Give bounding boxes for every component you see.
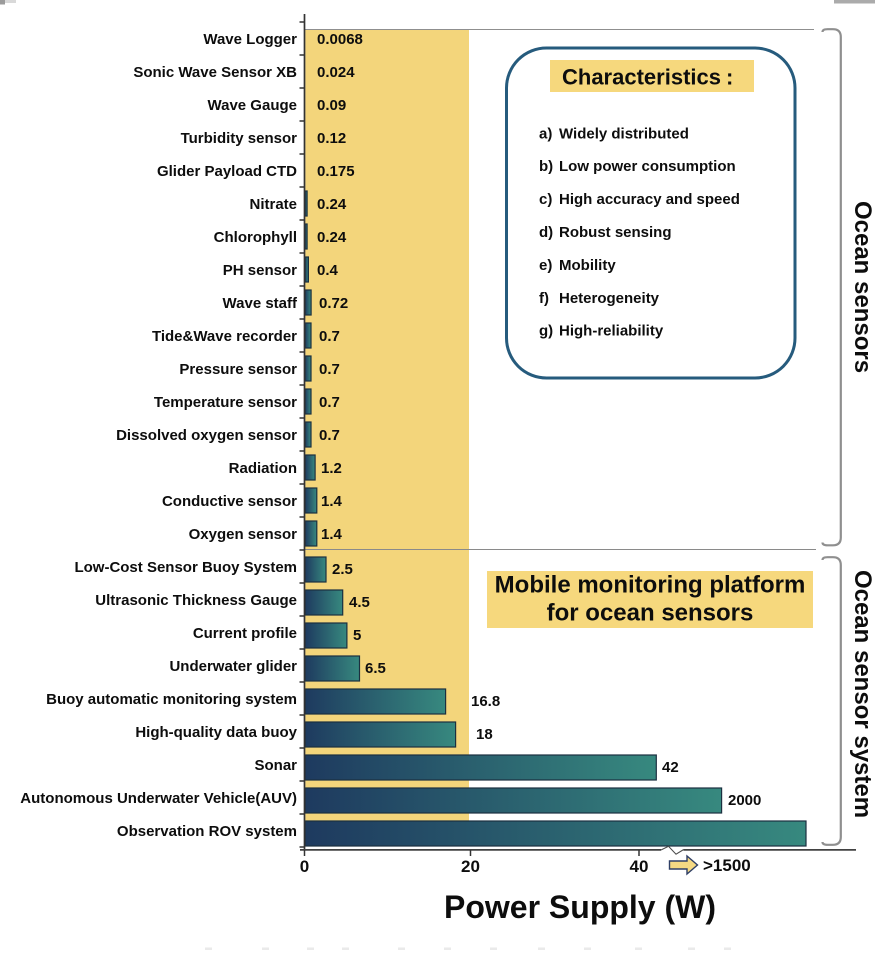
svg-text:0.24: 0.24 [317, 229, 347, 246]
svg-text:1.2: 1.2 [321, 460, 342, 477]
svg-text:c): c) [539, 191, 552, 208]
svg-text:0.7: 0.7 [319, 427, 340, 444]
svg-text:0.7: 0.7 [319, 328, 340, 345]
svg-text:Ocean sensors: Ocean sensors [849, 201, 876, 373]
svg-text:Wave Gauge: Wave Gauge [208, 97, 297, 114]
svg-text:Low-Cost Sensor Buoy System: Low-Cost Sensor Buoy System [74, 559, 297, 576]
svg-text:Power Supply (W): Power Supply (W) [444, 889, 716, 925]
svg-text:Buoy automatic monitoring syst: Buoy automatic monitoring system [46, 691, 297, 708]
svg-text:2.5: 2.5 [332, 561, 353, 578]
svg-text:PH sensor: PH sensor [223, 262, 297, 279]
svg-text:High-quality data buoy: High-quality data buoy [135, 724, 297, 741]
svg-text:6.5: 6.5 [365, 660, 386, 677]
svg-text:f): f) [539, 290, 549, 307]
svg-text:0: 0 [300, 857, 309, 876]
svg-text:0.4: 0.4 [317, 262, 339, 279]
svg-text:1.4: 1.4 [321, 493, 343, 510]
svg-text:Current profile: Current profile [193, 625, 297, 642]
svg-text:42: 42 [662, 759, 679, 776]
svg-text:b): b) [539, 158, 553, 175]
svg-text:Tide&Wave recorder: Tide&Wave recorder [152, 328, 297, 345]
svg-text:e): e) [539, 257, 552, 274]
svg-text:0.24: 0.24 [317, 196, 347, 213]
svg-text:Observation ROV system: Observation ROV system [117, 823, 297, 840]
svg-text:0.175: 0.175 [317, 163, 355, 180]
svg-text:Wave staff: Wave staff [223, 295, 298, 312]
svg-text:0.7: 0.7 [319, 394, 340, 411]
svg-text:0.09: 0.09 [317, 97, 346, 114]
svg-text:Ultrasonic Thickness Gauge: Ultrasonic Thickness Gauge [95, 592, 297, 609]
svg-text:2000: 2000 [728, 792, 761, 809]
svg-text:Ocean sensor system: Ocean sensor system [849, 570, 876, 818]
svg-text:Nitrate: Nitrate [249, 196, 297, 213]
svg-text:Autonomous Underwater Vehicle(: Autonomous Underwater Vehicle(AUV) [20, 790, 297, 807]
svg-text:1.4: 1.4 [321, 526, 343, 543]
svg-text:High-reliability: High-reliability [559, 323, 664, 340]
svg-text:Oxygen sensor: Oxygen sensor [189, 526, 298, 543]
svg-text:Robust sensing: Robust sensing [559, 224, 672, 241]
svg-text:Conductive sensor: Conductive sensor [162, 493, 297, 510]
svg-text:Heterogeneity: Heterogeneity [559, 290, 660, 307]
svg-text:for ocean sensors: for ocean sensors [547, 600, 754, 627]
svg-text:Low power consumption: Low power consumption [559, 158, 736, 175]
svg-text:Dissolved oxygen sensor: Dissolved oxygen sensor [116, 427, 297, 444]
svg-text:Temperature sensor: Temperature sensor [154, 394, 297, 411]
svg-text:40: 40 [630, 857, 649, 876]
svg-text:Radiation: Radiation [229, 460, 297, 477]
svg-text:>1500: >1500 [703, 856, 751, 875]
svg-text:Sonic Wave Sensor XB: Sonic Wave Sensor XB [133, 64, 297, 81]
svg-text:0.7: 0.7 [319, 361, 340, 378]
svg-text:0.024: 0.024 [317, 64, 355, 81]
svg-text:Mobility: Mobility [559, 257, 616, 274]
svg-text:Mobile monitoring platform: Mobile monitoring platform [495, 572, 806, 599]
svg-text:Glider Payload CTD: Glider Payload CTD [157, 163, 297, 180]
svg-text:Turbidity sensor: Turbidity sensor [181, 130, 298, 147]
svg-text:18: 18 [476, 726, 493, 743]
svg-text:16.8: 16.8 [471, 693, 500, 710]
svg-text:4.5: 4.5 [349, 594, 370, 611]
svg-text:Chlorophyll: Chlorophyll [214, 229, 297, 246]
svg-text:0.72: 0.72 [319, 295, 348, 312]
svg-text:d): d) [539, 224, 553, 241]
svg-text:Sonar: Sonar [254, 757, 297, 774]
svg-text:Pressure sensor: Pressure sensor [179, 361, 297, 378]
svg-text:20: 20 [461, 857, 480, 876]
svg-text:g): g) [539, 323, 553, 340]
svg-text:Wave Logger: Wave Logger [203, 31, 297, 48]
svg-text:0.12: 0.12 [317, 130, 346, 147]
svg-text:Characteristics:: Characteristics: [562, 65, 733, 90]
svg-text:5: 5 [353, 627, 361, 644]
svg-text:High accuracy and speed: High accuracy and speed [559, 191, 740, 208]
svg-text:a): a) [539, 125, 552, 142]
svg-text:0.0068: 0.0068 [317, 31, 363, 48]
svg-text:Widely distributed: Widely distributed [559, 125, 689, 142]
svg-text:Underwater glider: Underwater glider [169, 658, 297, 675]
